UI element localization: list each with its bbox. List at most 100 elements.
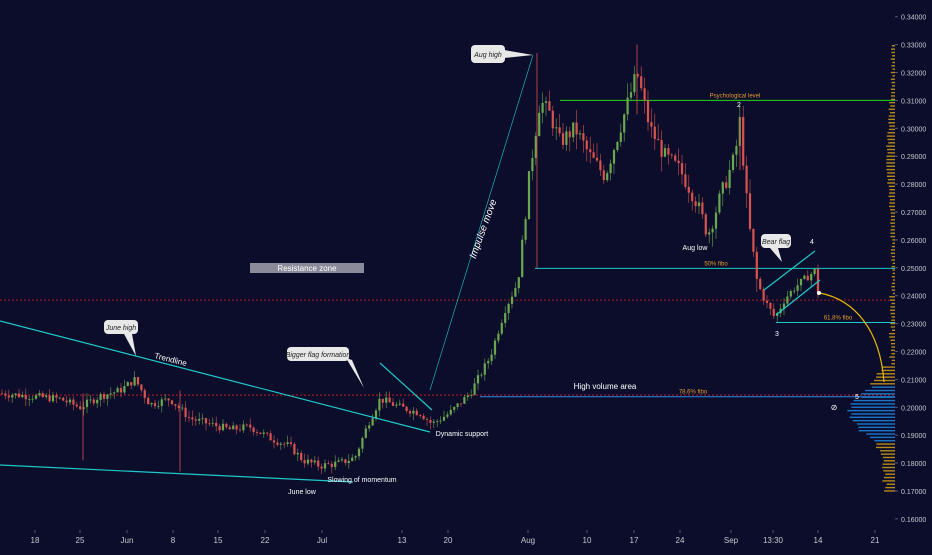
candle-body	[687, 186, 690, 193]
x-tick-label: 13	[398, 536, 407, 545]
y-tick-label: 0.16000	[901, 517, 926, 524]
x-tick-label: 17	[630, 536, 639, 545]
candle-body	[198, 418, 201, 421]
volume-profile-bar	[892, 262, 895, 265]
candle-body	[765, 300, 769, 303]
volume-profile-bar	[887, 152, 895, 154]
candle-body	[150, 403, 153, 405]
volume-profile-bar	[891, 359, 895, 362]
candle-body	[425, 419, 429, 421]
volume-profile-bar	[891, 346, 895, 348]
y-tick-label: 0.33000	[901, 43, 926, 50]
volume-profile-bar	[890, 326, 895, 328]
candle-body	[252, 427, 255, 433]
volume-profile-bar	[891, 255, 895, 258]
candle-body	[405, 406, 408, 412]
volume-profile-bar	[891, 245, 895, 248]
volume-profile-bar	[880, 450, 895, 452]
volume-profile-bar	[892, 279, 895, 281]
candle-body	[368, 425, 371, 429]
volume-profile-bar	[889, 205, 895, 208]
volume-profile-bar	[890, 78, 895, 80]
candle-body	[99, 394, 102, 400]
candle-body	[514, 288, 517, 297]
candle-body	[769, 302, 772, 309]
volume-profile-bar	[891, 316, 895, 318]
candle-body	[626, 97, 629, 115]
volume-profile-bar	[891, 353, 895, 355]
candle-body	[541, 102, 544, 113]
candle-body	[745, 165, 748, 194]
y-tick-label: 0.20000	[901, 405, 926, 412]
volume-profile-bar	[881, 366, 895, 368]
volume-profile-bar	[881, 369, 895, 372]
volume-profile-bar	[890, 58, 895, 60]
y-tick-label: 0.28000	[901, 182, 926, 189]
candle-body	[65, 400, 68, 403]
candle-body	[667, 148, 670, 155]
candle-body	[799, 278, 803, 286]
candle-body	[201, 418, 204, 419]
projection-curve	[819, 292, 885, 383]
circle-slash-icon: ⊘	[831, 403, 838, 412]
candle-body	[612, 149, 616, 164]
june-high-callout	[104, 320, 138, 334]
volume-profile-bar	[890, 312, 895, 315]
candles	[0, 44, 820, 475]
candle-body	[181, 407, 184, 409]
candle-body	[704, 214, 707, 235]
candle-body	[558, 127, 561, 134]
candle-body	[663, 148, 667, 157]
candle-body	[215, 422, 218, 427]
candle-body	[232, 425, 235, 430]
volume-profile-bar	[888, 142, 895, 144]
volume-profile-bar	[861, 396, 895, 398]
y-tick-label: 0.21000	[901, 377, 926, 384]
candle-body	[92, 399, 95, 404]
candle-body	[113, 392, 116, 394]
candle-body	[14, 393, 17, 396]
candle-body	[793, 290, 796, 292]
candle-body	[96, 399, 99, 404]
candle-body	[235, 425, 238, 430]
volume-profile-bar	[861, 393, 895, 395]
volume-profile-bar	[890, 88, 895, 90]
candle-body	[585, 140, 588, 150]
bear-flag-pointer	[770, 248, 782, 262]
candle-body	[772, 308, 775, 316]
volume-profile-bar	[885, 473, 895, 475]
volume-profile-bar	[889, 296, 895, 298]
candle-body	[320, 466, 323, 469]
candle-body	[446, 414, 449, 417]
volume-profile-bar	[889, 332, 895, 335]
candle-body	[286, 442, 289, 444]
candle-body	[453, 406, 456, 410]
dynamic-support-label: Dynamic support	[436, 431, 489, 438]
candle-body	[208, 423, 211, 425]
volume-profile-bar	[889, 202, 895, 204]
candle-body	[412, 410, 415, 414]
candle-body	[283, 443, 286, 445]
projection-start-dot	[817, 291, 821, 295]
y-tick-label: 0.27000	[901, 210, 926, 217]
candle-body	[721, 182, 724, 194]
candle-body	[796, 285, 799, 291]
volume-profile-bar	[890, 95, 895, 97]
candle-body	[694, 201, 697, 207]
candle-body	[269, 433, 272, 441]
candle-body	[225, 423, 228, 428]
volume-profile-bar	[891, 319, 895, 321]
volume-profile-bar	[882, 480, 895, 482]
bigger-flag-pointer	[346, 358, 364, 388]
volume-profile-bar	[889, 192, 895, 194]
candle-body	[337, 460, 340, 462]
candle-body	[347, 460, 350, 464]
volume-profile-bar	[891, 45, 895, 47]
volume-profile-bar	[891, 85, 895, 87]
candle-body	[344, 459, 347, 464]
candle-body	[245, 424, 248, 426]
candle-body	[810, 273, 813, 281]
candle-body	[517, 277, 520, 289]
candle-body	[592, 152, 595, 158]
